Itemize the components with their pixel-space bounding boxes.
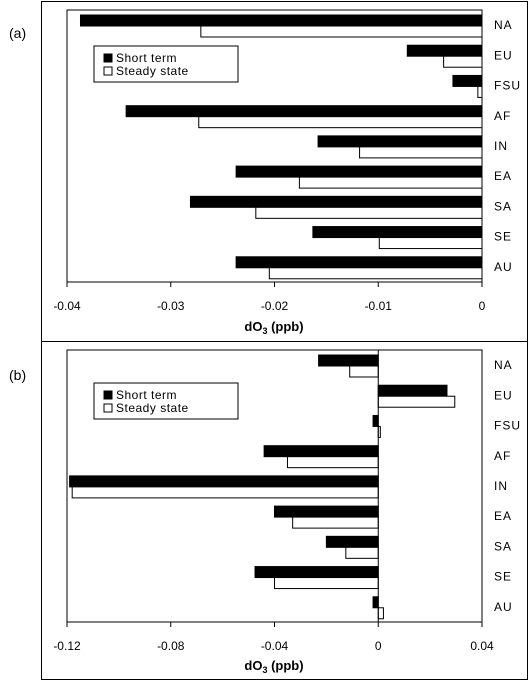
bar-a-se-steady-state — [378, 237, 483, 250]
category-label-b-in: IN — [494, 479, 508, 493]
x-tick-label-a: -0.04 — [53, 299, 81, 313]
bar-a-sa-steady-state — [255, 206, 483, 219]
bar-b-na-short-term — [318, 354, 379, 367]
panel-b-x-axis-label-sub: 3 — [262, 665, 267, 675]
x-tick-label-b: -0.04 — [261, 639, 289, 653]
category-label-b-au: AU — [494, 600, 513, 614]
category-label-a-ea: EA — [494, 169, 512, 183]
panel-a-legend: Short term Steady state — [93, 45, 239, 83]
category-label-b-se: SE — [494, 570, 512, 584]
bar-b-ea-short-term — [274, 505, 379, 518]
panel-a-legend-swatch-short-term — [103, 53, 113, 63]
panel-a-categories: NA EU FSU AF IN EA SA SE AU — [494, 18, 521, 274]
category-label-b-eu: EU — [494, 388, 513, 402]
bar-b-fsu-short-term — [372, 414, 379, 427]
bar-b-au-short-term — [372, 596, 379, 609]
x-tick-label-b: 0.04 — [470, 639, 494, 653]
bar-a-au-short-term — [235, 256, 483, 269]
panel-a-x-axis-label-unit: (ppb) — [267, 319, 303, 334]
panel-a-x-axis-label: dO3 (ppb) — [244, 319, 303, 336]
bar-a-in-steady-state — [359, 146, 483, 159]
category-label-a-fsu: FSU — [494, 79, 521, 93]
panel-b-label: (b) — [9, 367, 26, 383]
panel-b-x-ticks: -0.12 -0.08 -0.04 0 0.04 — [53, 622, 494, 653]
category-label-a-in: IN — [494, 139, 508, 153]
panel-b-bars — [69, 354, 456, 620]
category-label-b-sa: SA — [494, 539, 512, 553]
panel-a-legend-box — [93, 45, 239, 83]
panel-a-x-ticks: -0.04 -0.03 -0.02 -0.01 0 — [53, 282, 486, 313]
x-tick-label-b: -0.12 — [53, 639, 81, 653]
category-label-a-eu: EU — [494, 48, 513, 62]
bar-a-au-steady-state — [268, 267, 483, 280]
x-tick-label-a: -0.02 — [261, 299, 289, 313]
bar-a-sa-short-term — [189, 195, 483, 208]
x-tick-label-a: -0.01 — [365, 299, 393, 313]
bar-b-sa-short-term — [325, 535, 379, 548]
bar-a-ea-short-term — [235, 165, 483, 178]
bar-a-eu-steady-state — [443, 55, 483, 68]
bar-b-ea-steady-state — [292, 516, 379, 529]
category-label-b-af: AF — [494, 449, 511, 463]
category-label-a-au: AU — [494, 260, 513, 274]
bar-b-au-steady-state — [377, 607, 384, 620]
bar-b-in-steady-state — [71, 486, 379, 499]
bar-b-in-short-term — [69, 475, 379, 488]
bar-a-af-steady-state — [198, 116, 483, 129]
bar-b-na-steady-state — [349, 365, 379, 378]
figure-frame — [41, 1, 528, 680]
category-label-a-na: NA — [494, 18, 513, 32]
panel-b-categories: NA EU FSU AF IN EA SA SE AU — [494, 358, 521, 614]
bar-b-eu-short-term — [377, 384, 448, 397]
panel-a-legend-swatch-steady-state — [103, 66, 113, 76]
bar-b-af-short-term — [263, 445, 379, 458]
bar-a-af-short-term — [125, 105, 483, 118]
bar-a-fsu-short-term — [452, 74, 483, 87]
bar-b-sa-steady-state — [345, 546, 379, 559]
category-label-b-ea: EA — [494, 509, 512, 523]
bar-a-na-short-term — [79, 14, 483, 27]
panel-a-bars — [79, 14, 483, 280]
category-label-b-fsu: FSU — [494, 419, 521, 433]
bar-b-af-steady-state — [286, 456, 379, 469]
panel-a-legend-label-steady-state: Steady state — [116, 64, 189, 78]
category-label-b-na: NA — [494, 358, 513, 372]
panel-b-legend: Short term Steady state — [93, 382, 239, 420]
x-tick-label-b: -0.08 — [157, 639, 185, 653]
panel-b-legend-swatch-steady-state — [103, 403, 113, 413]
bar-a-se-short-term — [312, 226, 483, 239]
panel-b-x-axis-label: dO3 (ppb) — [244, 658, 303, 675]
bar-b-eu-steady-state — [377, 395, 456, 408]
panel-a: (a) -0.04 -0.03 -0.02 -0.01 0 NA EU FSU AF IN EA S… — [9, 9, 521, 336]
bar-a-na-steady-state — [200, 25, 483, 38]
panel-b: (b) -0.12 -0.08 -0.04 0 0.04 NA EU FSU AF IN EA SA… — [9, 349, 521, 675]
panel-b-x-axis-label-unit: (ppb) — [267, 658, 303, 673]
category-label-a-se: SE — [494, 230, 512, 244]
bar-b-se-short-term — [254, 566, 379, 579]
x-tick-label-b: 0 — [375, 639, 382, 653]
panel-b-legend-label-short-term: Short term — [116, 388, 177, 402]
x-tick-label-a: -0.03 — [157, 299, 185, 313]
x-tick-label-a: 0 — [479, 299, 486, 313]
panel-a-legend-label-short-term: Short term — [116, 51, 177, 65]
bar-a-eu-short-term — [406, 44, 483, 57]
panel-b-legend-swatch-short-term — [103, 390, 113, 400]
panel-b-legend-box — [93, 382, 239, 420]
bar-b-se-steady-state — [274, 577, 379, 590]
bar-a-ea-steady-state — [298, 176, 483, 189]
bar-a-in-short-term — [317, 135, 483, 148]
panel-a-x-axis-label-sub: 3 — [262, 326, 267, 336]
bar-a-fsu-steady-state — [477, 85, 483, 98]
panel-b-legend-label-steady-state: Steady state — [116, 401, 189, 415]
category-label-a-af: AF — [494, 109, 511, 123]
panel-a-label: (a) — [9, 25, 26, 41]
category-label-a-sa: SA — [494, 199, 512, 213]
